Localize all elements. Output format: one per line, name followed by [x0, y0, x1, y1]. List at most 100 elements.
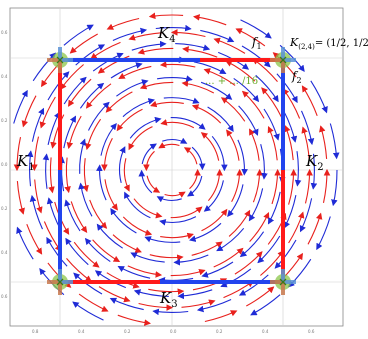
red-field-arrow	[192, 278, 228, 291]
blue-field-arrow	[250, 294, 281, 316]
x-tick-label: 0.2	[124, 329, 131, 334]
blue-field-arrow	[260, 144, 268, 180]
blue-field-arrow	[279, 44, 305, 72]
blue-field-arrow	[310, 80, 328, 114]
red-field-arrow	[122, 216, 153, 236]
blue-field-arrow	[65, 237, 89, 266]
f2-label: f2	[291, 69, 302, 85]
red-field-arrow	[170, 29, 206, 38]
red-field-arrow	[284, 125, 294, 161]
blue-field-arrow	[84, 237, 111, 263]
blue-field-arrow	[294, 151, 302, 187]
red-field-arrow	[301, 126, 310, 161]
x-tick-label: 0.2	[216, 329, 223, 334]
red-field-arrow	[89, 199, 108, 229]
corner-markers	[47, 47, 296, 295]
y-tick-label: 0.4	[1, 74, 8, 79]
red-field-arrow	[73, 241, 100, 268]
red-field-arrow	[182, 46, 218, 58]
red-field-arrow	[34, 179, 43, 214]
red-field-arrow	[69, 33, 98, 54]
blue-field-arrow	[200, 29, 235, 43]
blue-field-arrow	[63, 76, 87, 105]
blue-field-arrow	[138, 169, 153, 194]
red-field-arrow	[235, 28, 266, 47]
red-field-arrow	[39, 96, 56, 129]
red-field-arrow	[191, 104, 222, 124]
k2-label: K2	[305, 152, 324, 173]
blue-field-arrow	[110, 62, 143, 79]
red-field-arrow	[181, 80, 215, 94]
red-field-arrow	[92, 239, 121, 263]
blue-field-arrow	[191, 146, 206, 171]
blue-field-arrow	[155, 24, 192, 32]
green-annotation: ... + ... /16	[205, 76, 258, 87]
blue-field-arrow	[299, 198, 313, 233]
red-field-arrow	[31, 136, 40, 172]
red-field-arrow	[246, 286, 275, 307]
blue-field-arrow	[227, 184, 244, 217]
blue-field-arrow	[78, 182, 93, 217]
blue-field-arrow	[16, 226, 34, 260]
blue-field-arrow	[119, 146, 126, 184]
blue-field-arrow	[130, 252, 165, 263]
red-field-arrow	[48, 157, 55, 194]
corner-marker	[47, 47, 73, 73]
red-field-arrow	[271, 168, 281, 205]
red-field-arrow	[117, 314, 151, 326]
red-field-arrow	[170, 206, 203, 219]
blue-field-arrow	[207, 106, 234, 133]
blue-field-arrow	[72, 301, 104, 321]
red-field-arrow	[319, 125, 328, 159]
red-field-arrow	[128, 32, 163, 41]
red-field-arrow	[228, 209, 251, 237]
red-field-arrow	[13, 136, 22, 172]
red-field-arrow	[201, 208, 228, 232]
blue-field-arrow	[263, 108, 280, 141]
blue-field-arrow	[157, 75, 193, 82]
blue-field-arrow	[267, 191, 281, 225]
x-tick-label: 0.4	[262, 329, 269, 334]
red-field-arrow	[21, 95, 37, 128]
red-field-arrow	[234, 251, 263, 275]
red-field-arrow	[101, 137, 113, 172]
red-field-arrow	[231, 168, 243, 203]
y-tick-label: 0.2	[1, 118, 8, 123]
blue-field-arrow	[73, 272, 103, 295]
blue-field-arrow	[220, 268, 252, 288]
red-field-arrow	[50, 114, 65, 149]
red-field-arrow	[104, 179, 118, 211]
plot-frame	[9, 7, 344, 327]
x-tick-label: 0.0	[170, 329, 177, 334]
k4-label: K4	[157, 24, 176, 45]
red-field-arrow	[241, 90, 265, 119]
blue-field-arrow	[159, 216, 197, 226]
blue-field-arrow	[141, 143, 157, 165]
blue-field-arrow	[170, 117, 206, 130]
blue-field-arrow	[329, 123, 340, 160]
y-tick-label: 0.4	[1, 250, 8, 255]
red-field-arrow	[301, 85, 318, 116]
corner-coordinate-label: K(2,4)= (1/2, 1/2)	[289, 36, 368, 51]
blue-field-arrow	[117, 265, 151, 279]
square-boundary	[58, 58, 285, 284]
blue-field-arrow	[116, 79, 149, 97]
red-field-arrow	[267, 212, 287, 245]
blue-field-arrow	[79, 138, 87, 174]
blue-field-arrow	[200, 81, 233, 100]
blue-field-arrow	[248, 188, 264, 222]
blue-field-arrow	[187, 175, 203, 197]
blue-field-arrow	[331, 169, 338, 207]
blue-field-arrow	[63, 115, 77, 149]
blue-field-arrow	[26, 150, 34, 187]
red-field-arrow	[249, 211, 270, 242]
red-field-arrow	[148, 12, 184, 20]
red-field-arrow	[149, 254, 184, 261]
red-field-arrow	[200, 132, 220, 161]
red-field-arrow	[304, 168, 313, 204]
red-field-arrow	[158, 142, 180, 149]
blue-field-arrow	[122, 98, 155, 118]
x-tick-label: 0.4	[78, 329, 85, 334]
red-field-arrow	[143, 150, 155, 172]
